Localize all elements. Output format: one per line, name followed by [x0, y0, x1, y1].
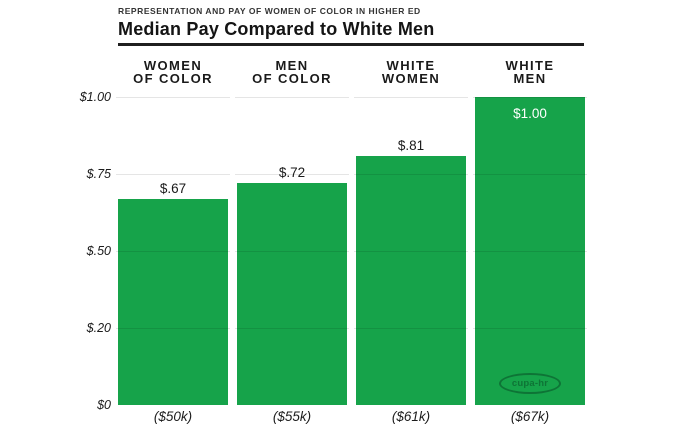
salary-label: ($55k)	[272, 409, 312, 424]
y-axis-tick-label: $0	[97, 398, 111, 412]
column-header-line: MEN	[275, 58, 309, 73]
gridline	[354, 251, 468, 252]
bar-column-men-of-color: $.72	[235, 97, 349, 405]
cupa-hr-logo-text: cupa-hr	[511, 378, 549, 389]
bar	[237, 183, 347, 405]
salary-label: ($61k)	[391, 409, 431, 424]
gridline	[473, 328, 587, 329]
gridline	[116, 251, 230, 252]
cupa-hr-logo: cupa-hr	[499, 373, 561, 394]
gridline	[116, 97, 230, 98]
gridline	[235, 328, 349, 329]
gridline	[473, 97, 587, 98]
gridline	[116, 174, 230, 175]
bar-column-women-of-color: $.67	[116, 97, 230, 405]
salary-label: ($67k)	[510, 409, 550, 424]
column-header-line: WHITE	[386, 58, 436, 73]
column-header-white-women: WHITE WOMEN	[356, 58, 466, 86]
column-header-women-of-color: WOMEN OF COLOR	[118, 58, 228, 86]
column-header-line: OF COLOR	[252, 70, 332, 86]
salary-label: ($50k)	[153, 409, 193, 424]
gridline	[354, 97, 468, 98]
bar-column-white-men: $1.00 cupa-hr	[473, 97, 587, 405]
bar-column-white-women: $.81	[354, 97, 468, 405]
bar-value-label: $.81	[397, 137, 425, 153]
gridline	[473, 251, 587, 252]
gridline	[354, 174, 468, 175]
gridline	[473, 174, 587, 175]
bar-value-label: $.67	[159, 180, 187, 196]
gridline	[116, 328, 230, 329]
y-axis-tick-label: $.75	[86, 167, 111, 181]
chart-title: Median Pay Compared to White Men	[118, 19, 435, 39]
bar	[475, 97, 585, 405]
bar-value-label: $1.00	[513, 106, 547, 121]
column-header-men-of-color: MEN OF COLOR	[237, 58, 347, 86]
column-header-line: MEN	[513, 70, 547, 86]
bar-value-label: $.72	[278, 165, 306, 181]
plot-area: $.67 $.72 $.81 $1.00 cupa-hr	[116, 97, 587, 405]
bar	[118, 198, 228, 405]
bar	[356, 155, 466, 405]
y-axis-tick-label: $.20	[86, 321, 111, 335]
gridline	[235, 251, 349, 252]
column-header-line: OF COLOR	[133, 70, 213, 86]
column-header-line: WOMEN	[381, 70, 441, 86]
column-header-line: WOMEN	[143, 58, 203, 73]
gridline	[354, 328, 468, 329]
gridline	[235, 97, 349, 98]
y-axis-tick-label: $.50	[86, 244, 111, 258]
y-axis-tick-label: $1.00	[79, 90, 111, 104]
gridline	[235, 174, 349, 175]
title-divider	[118, 43, 584, 46]
column-header-white-men: WHITE MEN	[475, 58, 585, 86]
column-header-line: WHITE	[505, 58, 555, 73]
chart-subtitle: REPRESENTATION AND PAY OF WOMEN OF COLOR…	[118, 6, 421, 16]
